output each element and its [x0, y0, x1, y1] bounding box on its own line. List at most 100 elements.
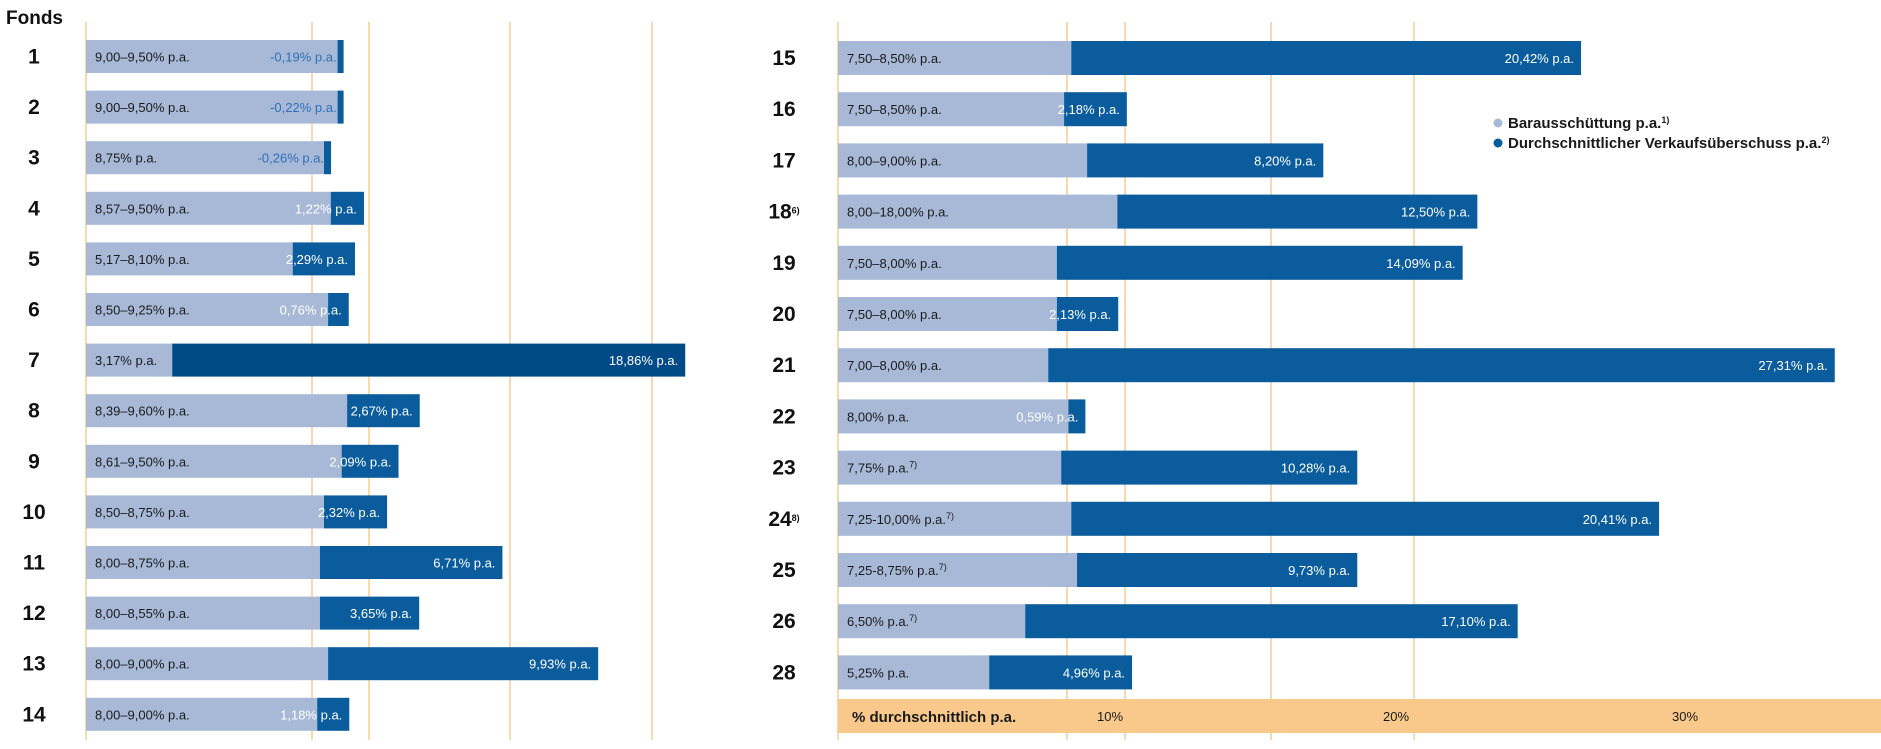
surplus-bar	[1071, 41, 1582, 75]
distribution-label: 7,25-10,00% p.a.7)	[847, 511, 954, 527]
surplus-bar	[328, 647, 599, 681]
fund-row-22: 22 8,00% p.a. 0,59% p.a.	[772, 399, 1086, 434]
surplus-bar	[330, 191, 364, 225]
fund-number: 10	[22, 501, 45, 524]
surplus-bar	[1068, 399, 1086, 434]
fund-row-2: 2 9,00–9,50% p.a. -0,22% p.a.	[28, 90, 344, 124]
surplus-bar	[989, 655, 1133, 690]
distribution-label-footnote: 7)	[939, 562, 947, 572]
distribution-label: 8,00–8,75% p.a.	[95, 556, 190, 571]
fund-number: 6	[28, 299, 40, 322]
distribution-bar	[86, 444, 342, 478]
gridlines-left	[85, 22, 653, 740]
surplus-bar	[337, 40, 344, 73]
fund-number: 9	[28, 450, 40, 473]
surplus-label: 2,13% p.a.	[1049, 307, 1111, 322]
distribution-label: 8,00% p.a.	[847, 409, 909, 424]
distribution-bar	[838, 655, 990, 690]
fund-number: 15	[772, 47, 796, 70]
distribution-bar	[838, 297, 1057, 331]
fund-row-17: 17 8,00–9,00% p.a. 8,20% p.a.	[772, 143, 1324, 178]
distribution-label: 7,75% p.a.7)	[847, 460, 917, 476]
surplus-label: 2,67% p.a.	[351, 404, 413, 419]
fund-number: 11	[23, 552, 46, 575]
fund-row-23: 23 7,75% p.a.7) 10,28% p.a.	[772, 450, 1358, 485]
distribution-bar	[838, 92, 1065, 127]
fund-row-11: 11 8,00–8,75% p.a. 6,71% p.a.	[23, 546, 503, 579]
fund-row-8: 8 8,39–9,60% p.a. 2,67% p.a.	[28, 394, 420, 428]
bars-panel-right: 15 7,50–8,50% p.a. 20,42% p.a. 16 7,50–8,50%…	[768, 41, 1835, 690]
distribution-bar	[838, 399, 1069, 434]
distribution-bar	[838, 194, 1118, 229]
distribution-bar	[838, 348, 1049, 383]
fund-row-14: 14 8,00–9,00% p.a. 1,18% p.a.	[22, 697, 350, 731]
surplus-label: 27,31% p.a.	[1758, 358, 1827, 373]
surplus-bar	[328, 293, 349, 326]
fund-row-28: 28 5,25% p.a. 4,96% p.a.	[772, 655, 1133, 690]
fund-row-3: 3 8,75% p.a. -0,26% p.a.	[28, 141, 332, 175]
surplus-bar	[1048, 348, 1835, 383]
distribution-bar	[86, 697, 318, 731]
surplus-label: 2,18% p.a.	[1058, 102, 1120, 117]
distribution-label: 5,17–8,10% p.a.	[95, 252, 190, 267]
x-axis-band: % durchschnittlich p.a. 10% 20% 30%	[838, 699, 1881, 733]
surplus-label: 20,42% p.a.	[1505, 51, 1574, 66]
fund-row-19: 19 7,50–8,00% p.a. 14,09% p.a.	[772, 245, 1463, 280]
distribution-bar	[838, 604, 1026, 639]
distribution-bar	[838, 245, 1057, 280]
surplus-bar	[1071, 501, 1660, 536]
x-tick-label: 10%	[1097, 709, 1123, 724]
fund-number: 28	[772, 661, 796, 684]
surplus-label: 1,18% p.a.	[280, 707, 342, 722]
distribution-label: 6,50% p.a.7)	[847, 613, 917, 629]
surplus-bar	[324, 141, 332, 175]
surplus-bar	[1056, 245, 1463, 280]
fund-number: 17	[772, 149, 795, 172]
surplus-label: 14,09% p.a.	[1386, 256, 1455, 271]
column-header-fonds: Fonds	[6, 8, 63, 29]
distribution-bar	[838, 143, 1088, 178]
fund-row-12: 12 8,00–8,55% p.a. 3,65% p.a.	[22, 596, 420, 630]
fund-number: 1	[28, 46, 40, 69]
distribution-bar	[86, 394, 348, 428]
x-axis-band-background	[838, 699, 1881, 733]
distribution-label: 7,50–8,00% p.a.	[847, 256, 942, 271]
distribution-label: 3,17% p.a.	[95, 353, 157, 368]
bars-panel-left: 1 9,00–9,50% p.a. -0,19% p.a. 2 9,00–9,50% p…	[22, 40, 686, 731]
fund-number: 14	[22, 703, 46, 726]
fund-number: 13	[22, 653, 45, 676]
distribution-label: 8,00–9,00% p.a.	[95, 707, 190, 722]
distribution-bar	[86, 141, 324, 175]
surplus-bar	[319, 546, 503, 579]
fund-row-24: 248) 7,25-10,00% p.a.7) 20,41% p.a.	[768, 501, 1660, 536]
distribution-label: 9,00–9,50% p.a.	[95, 50, 190, 65]
fund-row-16: 16 7,50–8,50% p.a. 2,18% p.a.	[772, 92, 1127, 127]
fund-row-26: 26 6,50% p.a.7) 17,10% p.a.	[772, 604, 1518, 639]
distribution-label: 8,00–18,00% p.a.	[847, 205, 949, 220]
surplus-label: -0,26% p.a.	[258, 151, 325, 166]
distribution-bar	[86, 546, 320, 579]
distribution-bar	[86, 40, 338, 73]
fund-number: 7	[28, 349, 40, 372]
distribution-label: 8,57–9,50% p.a.	[95, 201, 190, 216]
fund-number: 8	[28, 400, 40, 423]
surplus-bar	[1064, 92, 1127, 127]
fund-number: 25	[772, 559, 796, 582]
surplus-bar	[319, 596, 420, 630]
fund-number: 248)	[768, 508, 799, 531]
fund-number: 21	[772, 354, 796, 377]
surplus-label: 3,65% p.a.	[350, 606, 412, 621]
distribution-label-footnote: 7)	[909, 460, 917, 470]
distribution-label: 8,00–8,55% p.a.	[95, 606, 190, 621]
fund-number: 23	[772, 457, 795, 480]
surplus-bar	[341, 444, 399, 478]
distribution-label: 8,61–9,50% p.a.	[95, 454, 190, 469]
distribution-label: 7,00–8,00% p.a.	[847, 358, 942, 373]
surplus-label: 17,10% p.a.	[1441, 614, 1510, 629]
legend-swatch	[1493, 118, 1503, 128]
surplus-bar	[337, 90, 344, 124]
fund-row-7: 7 3,17% p.a. 18,86% p.a.	[28, 343, 686, 377]
surplus-label: 2,09% p.a.	[329, 454, 391, 469]
distribution-bar	[838, 41, 1072, 75]
